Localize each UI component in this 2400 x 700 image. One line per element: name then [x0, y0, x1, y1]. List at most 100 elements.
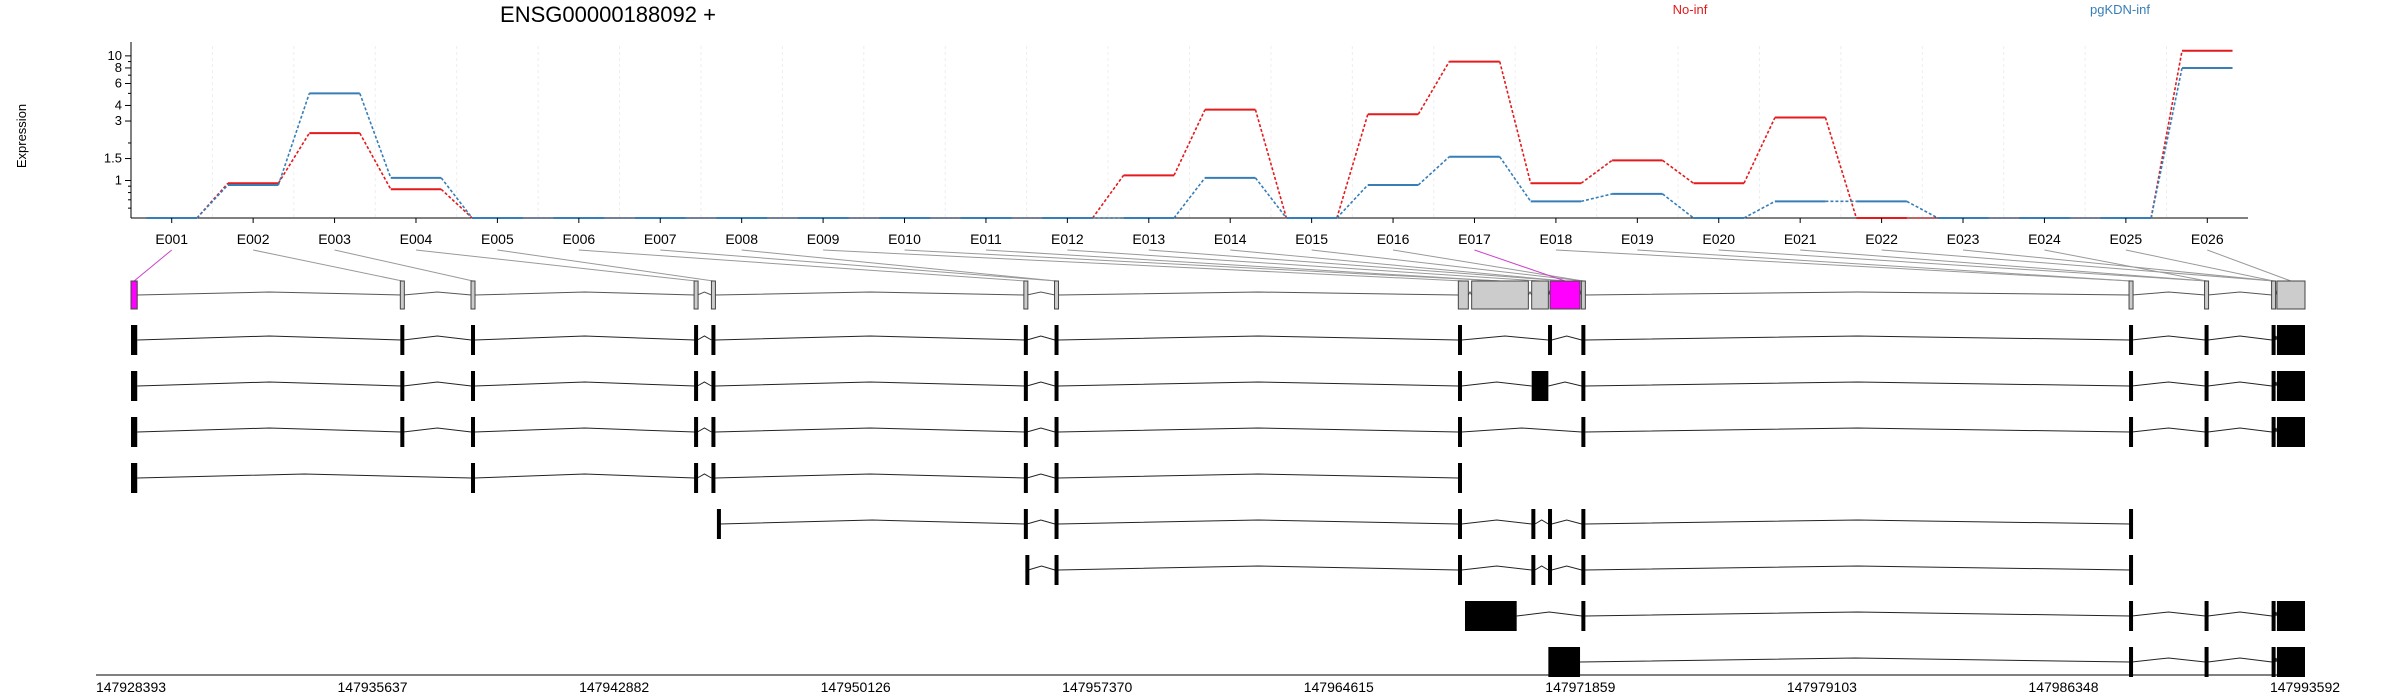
transcript-exon — [694, 325, 699, 355]
gene-intron — [403, 291, 472, 296]
exon-connector — [660, 249, 1057, 282]
x-tick-label: E004 — [400, 231, 433, 247]
transcript-intron — [1026, 427, 1056, 433]
exon-connector — [1555, 249, 2132, 282]
transcript-exon — [2276, 647, 2305, 677]
series-connector — [1499, 156, 1532, 202]
transcript-exon — [1457, 325, 1462, 355]
transcript-exon — [1054, 371, 1059, 401]
transcript-row — [1548, 647, 2305, 677]
transcript-exon — [1023, 417, 1028, 447]
transcript-exon — [1548, 509, 1553, 539]
exon-connector — [823, 249, 1464, 282]
transcript-row — [131, 417, 2305, 447]
x-tick-label: E022 — [1865, 231, 1898, 247]
transcript-exon — [2129, 601, 2134, 631]
transcript-exon — [1464, 601, 1517, 631]
transcript-intron — [1551, 565, 1582, 571]
series-connector — [1906, 200, 1939, 219]
transcript-row — [131, 463, 1462, 493]
x-tick-label: E009 — [807, 231, 840, 247]
transcript-exon — [1025, 555, 1030, 585]
transcript-intron — [715, 335, 1025, 341]
gene-exon — [693, 280, 699, 310]
transcript-exon — [2276, 371, 2305, 401]
transcript-intron — [474, 473, 695, 479]
plot-gridlines — [211, 46, 2168, 218]
series-connector — [1662, 159, 1694, 184]
x-tick-label: E002 — [237, 231, 270, 247]
exon-connector — [1230, 249, 1566, 282]
y-tick-label: 1.5 — [104, 151, 122, 166]
gene-intron — [2207, 291, 2272, 296]
exon-connector-lines — [133, 249, 2292, 282]
transcript-exon — [2204, 371, 2209, 401]
transcript-exon — [2129, 647, 2134, 677]
gene-exon — [1549, 280, 1581, 310]
gene-exon — [1023, 280, 1029, 310]
gene-intron — [1058, 291, 1459, 296]
genomic-coordinate-axis: 147928393 147935637 147942882 147950126 1479… — [96, 674, 2340, 695]
gene-intron — [1527, 290, 1533, 296]
genomic-tick-label: 147964615 — [1304, 679, 1374, 695]
transcript-exon — [2129, 325, 2134, 355]
x-tick-label: E016 — [1377, 231, 1410, 247]
y-tick-label: 3 — [115, 113, 122, 128]
transcript-intron — [719, 519, 1025, 525]
transcript-exon — [2204, 647, 2209, 677]
transcript-intron — [1534, 519, 1549, 525]
x-tick-label: E012 — [1051, 231, 1084, 247]
series-connector — [1336, 114, 1369, 219]
x-tick-label: E024 — [2028, 231, 2061, 247]
transcript-intron — [1551, 519, 1582, 525]
exon-connector — [1637, 249, 2132, 282]
x-tick-label: E015 — [1295, 231, 1328, 247]
series-connector — [1173, 177, 1206, 219]
gene-exon — [470, 280, 476, 310]
transcript-intron — [2207, 427, 2272, 433]
gene-intron — [474, 291, 695, 296]
series-connector — [2150, 67, 2183, 219]
transcript-exon — [1548, 325, 1553, 355]
transcript-intron — [1585, 565, 2131, 571]
transcript-exon — [1581, 555, 1586, 585]
transcript-exon — [694, 371, 699, 401]
transcript-intron — [715, 473, 1025, 479]
transcript-intron — [403, 335, 472, 341]
series-connector — [1743, 200, 1776, 219]
transcript-exon — [1457, 371, 1462, 401]
transcript-exon — [1054, 509, 1059, 539]
transcript-exon — [1457, 555, 1462, 585]
series-connector — [359, 132, 392, 190]
gene-exon — [2276, 280, 2306, 310]
transcript-exon — [1531, 555, 1536, 585]
series-connector — [277, 93, 311, 186]
series-connector — [1743, 117, 1776, 184]
transcript-intron — [2207, 335, 2272, 341]
exon-connector — [334, 249, 474, 282]
transcript-exon — [131, 371, 138, 401]
transcript-intron — [697, 381, 712, 387]
transcript-exon — [1023, 463, 1028, 493]
gene-exon — [1457, 280, 1469, 310]
x-tick-label: E007 — [644, 231, 677, 247]
gene-exon — [1054, 280, 1060, 310]
transcript-exon — [1054, 325, 1059, 355]
exon-connector — [1962, 249, 2274, 282]
legend-entry-pgkdn-inf: pgKDN-inf — [2090, 2, 2150, 17]
genomic-tick-label: 147971859 — [1545, 679, 1615, 695]
transcript-exon — [2129, 555, 2134, 585]
series-connector — [1254, 177, 1288, 219]
series-connector — [1580, 193, 1613, 203]
gene-model-row — [130, 280, 2306, 310]
series-connector — [1417, 61, 1450, 115]
exon-connector — [2125, 249, 2274, 282]
genomic-tick-label: 147979103 — [1787, 679, 1857, 695]
transcript-row — [1025, 555, 2134, 585]
transcript-exon — [1548, 555, 1553, 585]
x-tick-label: E021 — [1784, 231, 1817, 247]
transcript-intron — [1026, 473, 1056, 479]
transcript-intron — [1461, 335, 1549, 341]
transcript-exon — [1054, 555, 1059, 585]
transcript-exon — [2129, 509, 2134, 539]
